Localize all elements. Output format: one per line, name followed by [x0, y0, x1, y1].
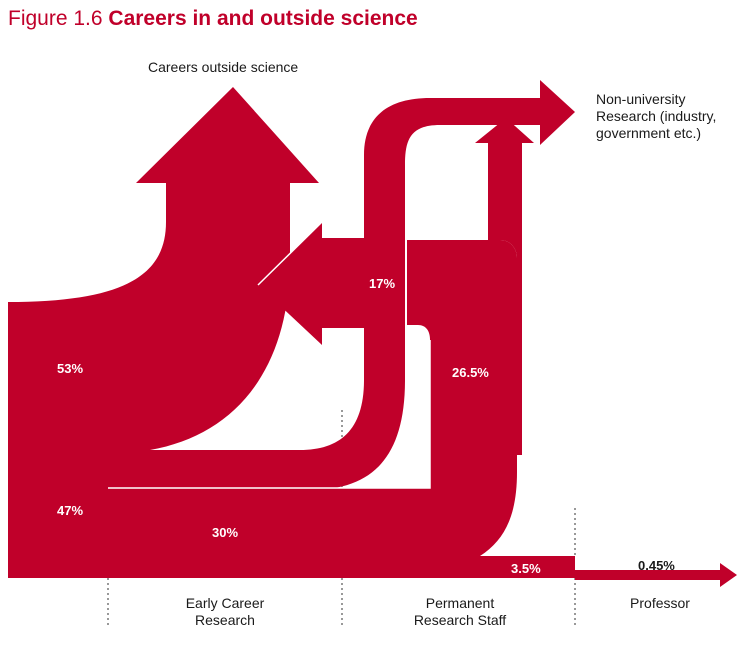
stage-professor: Professor	[630, 595, 690, 611]
flow-early-to-nonuniversity	[8, 80, 575, 490]
pct-outside-science: 53%	[57, 361, 84, 376]
stage-permanent-staff: Permanent Research Staff	[413, 595, 507, 628]
figure-title: Figure 1.6 Careers in and outside scienc…	[8, 7, 418, 30]
separator-arrow-edge	[257, 221, 323, 286]
label-non-university-3: government etc.)	[596, 125, 702, 141]
pct-permanent-to-nonuniversity: 26.5%	[452, 365, 489, 380]
flow-outside-science	[8, 87, 319, 450]
label-non-university-2: Research (industry,	[596, 108, 717, 124]
label-non-university-1: Non-university	[596, 91, 686, 107]
pct-early-to-permanent: 30%	[212, 525, 239, 540]
label-careers-outside-science: Careers outside science	[148, 59, 299, 75]
pct-permanent-to-professor: 3.5%	[511, 561, 541, 576]
stage-early-career: Early Career Research	[185, 595, 265, 628]
separator-early-line	[108, 340, 431, 489]
flow-professor	[575, 563, 737, 587]
pct-early-to-nonuniversity: 17%	[369, 276, 396, 291]
pct-stay-in-science: 47%	[57, 503, 84, 518]
flow-main-stream	[8, 240, 575, 578]
flow-leave-arrow	[258, 222, 364, 345]
pct-professor: 0.45%	[638, 558, 675, 573]
flow-permanent-to-nonuniversity	[407, 118, 534, 455]
